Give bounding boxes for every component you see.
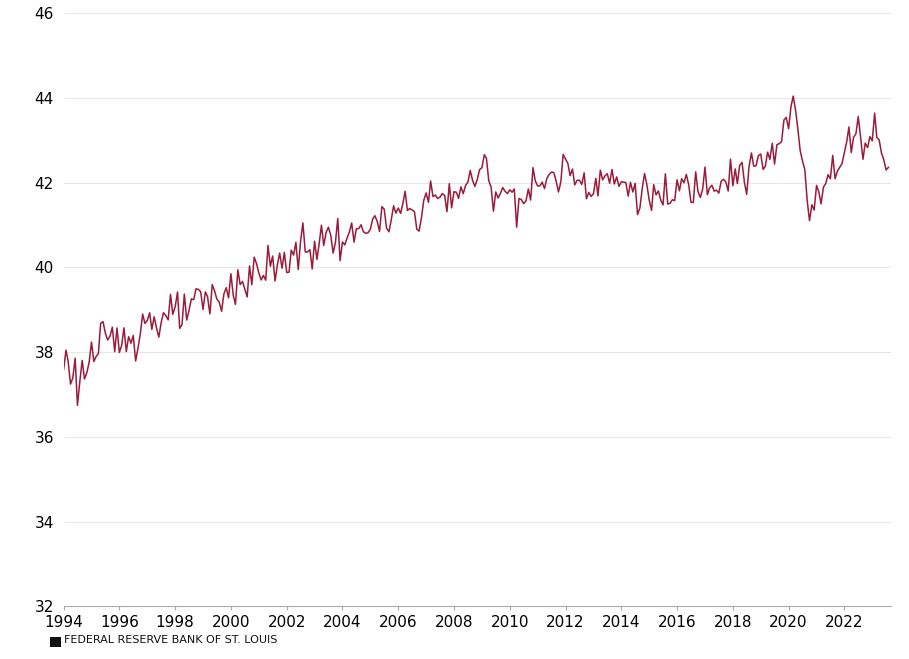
Text: FEDERAL RESERVE BANK OF ST. LOUIS: FEDERAL RESERVE BANK OF ST. LOUIS: [64, 635, 277, 645]
